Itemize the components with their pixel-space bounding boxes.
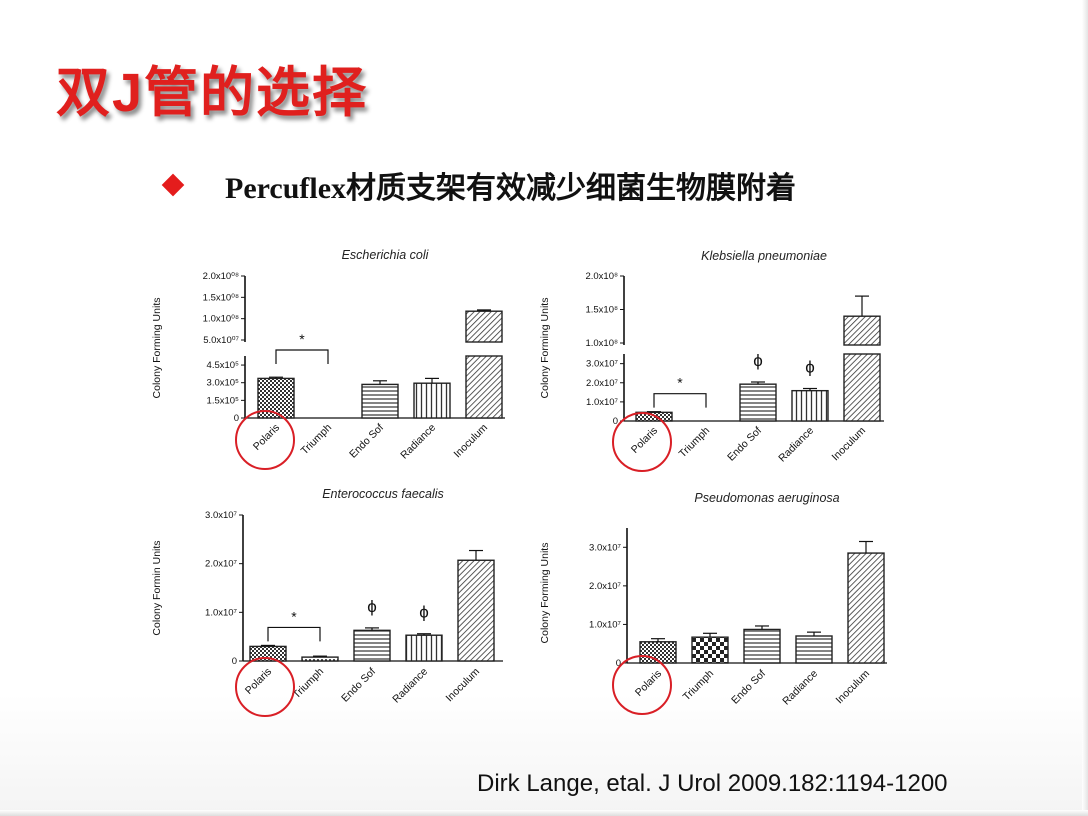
category-label: Inoculum: [444, 665, 483, 704]
y-tick-label: 3.0x10⁷: [205, 510, 238, 521]
bar: [791, 389, 829, 422]
y-tick-label: 0: [234, 413, 239, 424]
y-tick-label: 2.0x10⁷: [589, 581, 622, 592]
y-tick-label: 4.5x10⁵: [207, 360, 240, 371]
bar: [353, 629, 391, 662]
y-axis-label: Colony Forming Units: [539, 298, 551, 399]
category-label: Radiance: [398, 422, 438, 462]
significance-marker: *: [299, 331, 305, 347]
y-tick-label: 1.5x10⁰⁸: [203, 292, 239, 303]
phi-marker: ϕ: [367, 597, 377, 616]
significance-marker: *: [291, 608, 297, 624]
y-tick-label: 1.0x10⁰⁸: [203, 314, 239, 325]
y-tick-label: 3.0x10⁷: [589, 542, 622, 553]
bar: [743, 628, 781, 664]
y-axis-label: Colony Forming Units: [151, 298, 163, 399]
category-label: Endo Sof: [729, 668, 768, 707]
charts-figure: Escherichia coli Colony Forming Units 0 1.5…: [151, 248, 887, 717]
y-tick-label: 2.0x10⁸: [585, 271, 618, 282]
highlight-circle: [235, 410, 295, 470]
y-tick-label: 2.0x10⁷: [205, 559, 238, 570]
y-tick-label: 3.0x10⁷: [586, 359, 619, 370]
y-tick-label: 2.0x10⁷: [586, 378, 619, 389]
bar: [257, 377, 295, 419]
category-label: Triumph: [299, 422, 335, 458]
category-label: Polaris: [633, 668, 664, 699]
significance-bracket: [267, 626, 321, 642]
diamond-bullet-icon: [161, 173, 185, 197]
category-label: Endo Sof: [339, 666, 378, 705]
highlight-circle: [612, 412, 672, 472]
significance-bracket: [275, 349, 329, 364]
bar: [361, 383, 399, 419]
bar: [691, 636, 729, 664]
slide-edge-right: [1082, 0, 1088, 816]
y-axis-label: Colony Formin Units: [151, 540, 163, 635]
category-label: Radiance: [776, 425, 816, 465]
bar: [465, 355, 503, 419]
phi-marker: ϕ: [753, 351, 763, 370]
citation: Dirk Lange, etal. J Urol 2009.182:1194-1…: [477, 770, 948, 797]
y-tick-label: 1.5x10⁵: [207, 395, 240, 406]
y-tick-label: 0: [616, 658, 621, 669]
y-tick-label: 1.0x10⁸: [585, 338, 618, 349]
y-tick-label: 3.0x10⁵: [207, 378, 240, 389]
category-label: Polaris: [243, 666, 274, 697]
category-label: Inoculum: [830, 424, 869, 463]
phi-marker: ϕ: [805, 358, 815, 377]
category-label: Endo Sof: [725, 425, 764, 464]
y-tick-label: 1.0x10⁷: [586, 397, 619, 408]
bar: [465, 310, 503, 343]
bar: [413, 382, 451, 419]
bar: [405, 634, 443, 662]
category-label: Radiance: [390, 666, 430, 706]
y-tick-label: 5.0x10⁰⁷: [203, 335, 239, 346]
slide-edge-bottom: [0, 810, 1088, 816]
significance-marker: *: [677, 375, 683, 391]
category-label: Inoculum: [452, 421, 491, 460]
chart-title: Enterococcus faecalis: [322, 487, 444, 501]
highlight-circle: [612, 655, 672, 715]
y-tick-label: 2.0x10⁰⁸: [203, 271, 239, 282]
highlight-circle: [235, 657, 295, 717]
chart-title: Pseudomonas aeruginosa: [694, 491, 839, 505]
significance-bracket: [653, 393, 707, 408]
bar: [843, 315, 881, 346]
y-tick-label: 1.0x10⁷: [205, 607, 238, 618]
bar: [795, 635, 833, 664]
chart-title: Escherichia coli: [342, 248, 430, 262]
bullet-text: Percuflex材质支架有效减少细菌生物膜附着: [225, 172, 797, 205]
bullet-row: Percuflex材质支架有效减少细菌生物膜附着: [161, 163, 797, 207]
y-tick-label: 1.0x10⁷: [589, 619, 622, 630]
bar: [847, 552, 885, 664]
phi-marker: ϕ: [419, 603, 429, 622]
category-label: Radiance: [780, 668, 820, 708]
bar: [457, 559, 495, 662]
y-tick-label: 0: [613, 416, 618, 427]
category-label: Polaris: [251, 422, 282, 453]
category-label: Inoculum: [834, 667, 873, 706]
y-axis-label: Colony Forming Units: [539, 543, 551, 644]
bar: [249, 645, 287, 662]
category-label: Triumph: [291, 666, 327, 702]
bar: [739, 383, 777, 422]
category-label: Triumph: [681, 668, 717, 704]
bar: [843, 353, 881, 422]
bar: [301, 656, 339, 662]
y-tick-label: 0: [232, 656, 237, 667]
slide-title: 双J管的选择: [56, 63, 369, 123]
y-tick-label: 1.5x10⁸: [585, 305, 618, 316]
category-label: Endo Sof: [347, 422, 386, 461]
chart-title: Klebsiella pneumoniae: [701, 249, 827, 263]
category-label: Triumph: [677, 425, 713, 461]
category-label: Polaris: [629, 425, 660, 456]
